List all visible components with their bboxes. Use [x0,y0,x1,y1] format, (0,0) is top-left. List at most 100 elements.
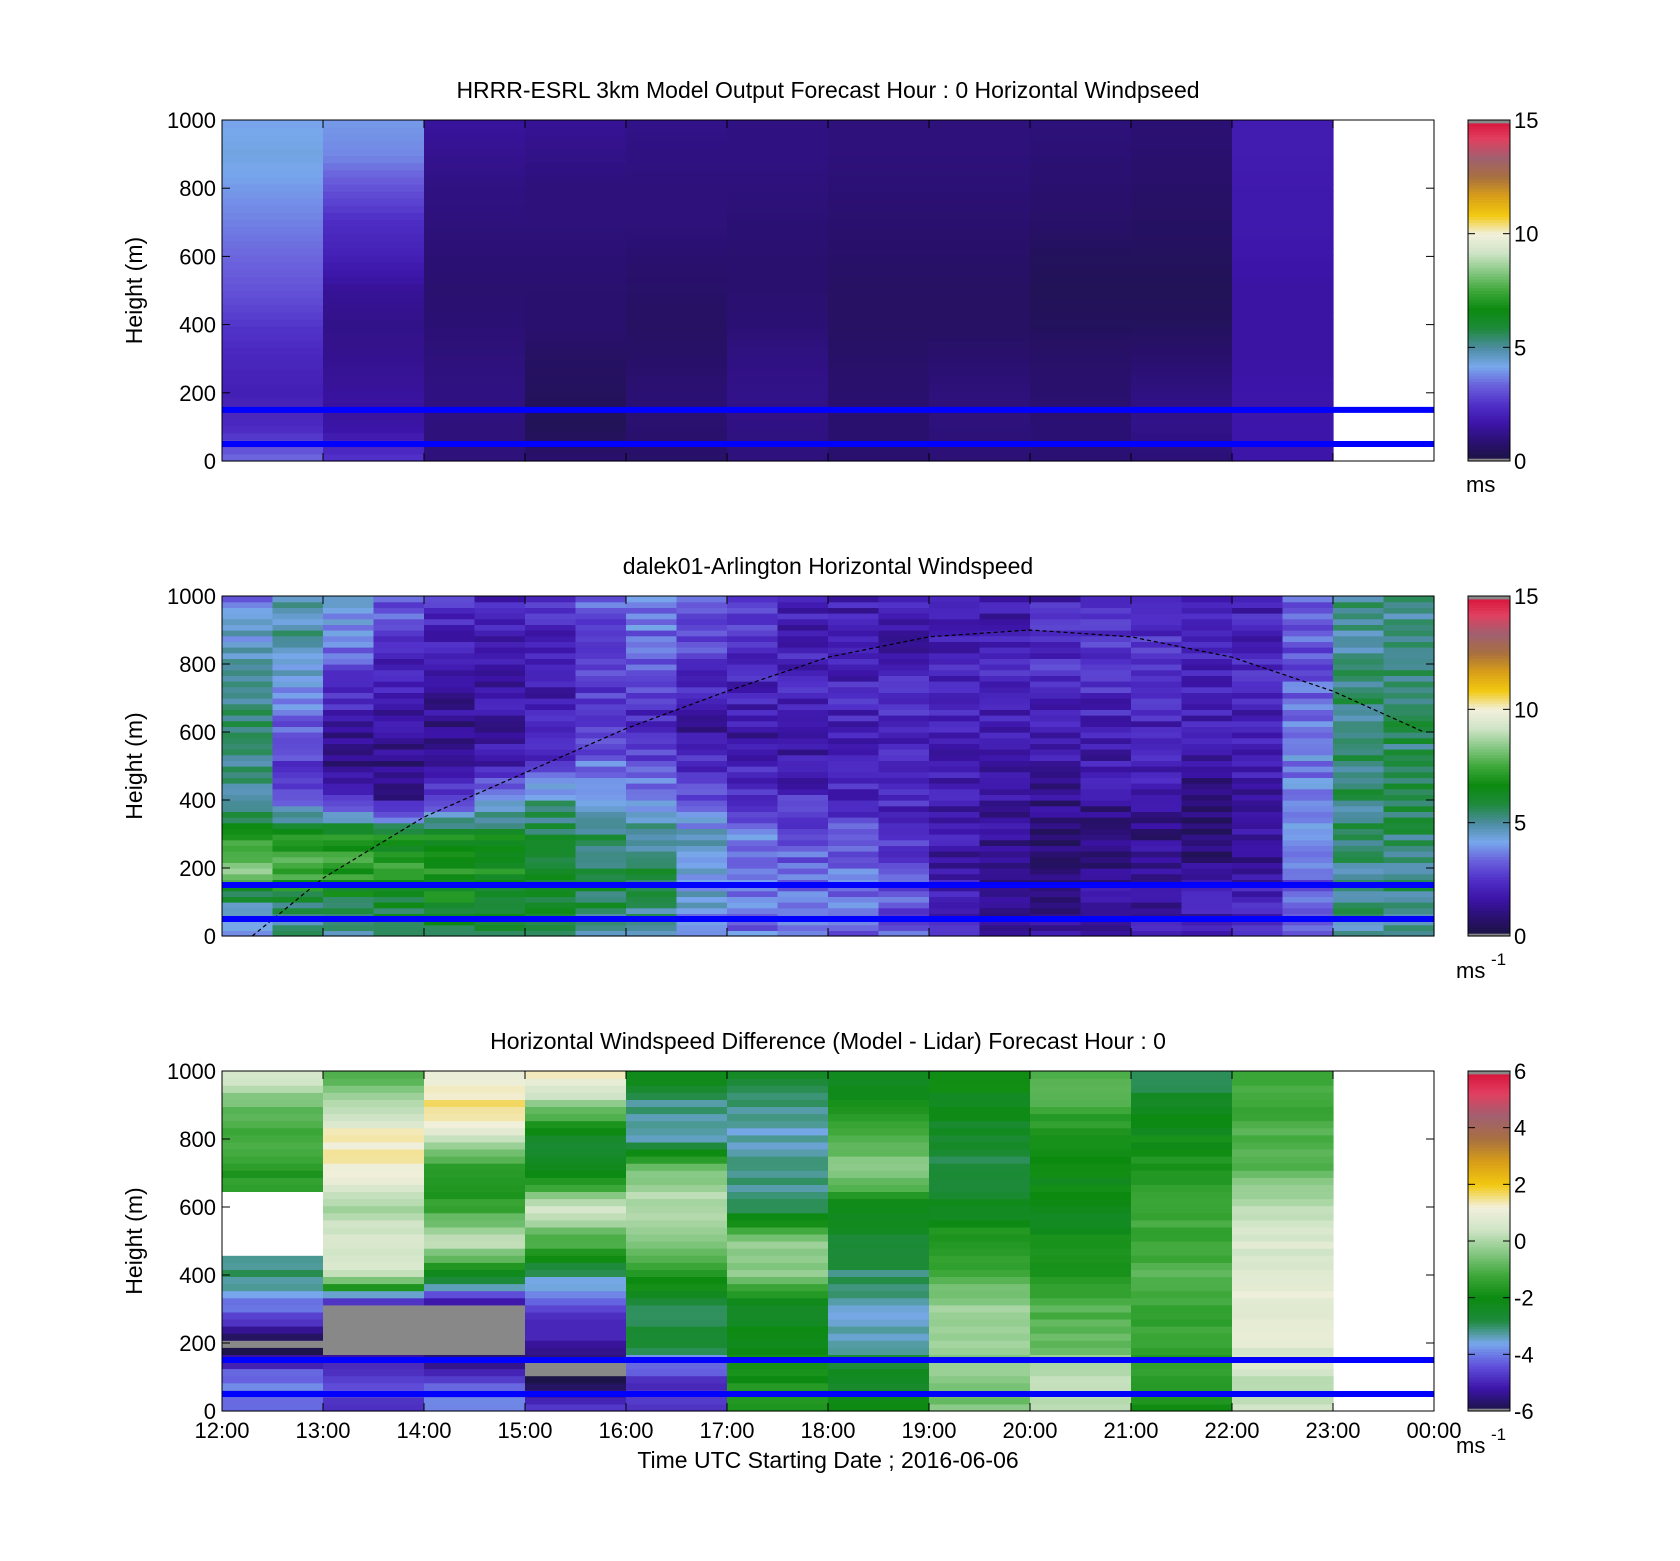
heatmap-cell [828,1361,930,1370]
heatmap-cell [323,766,375,773]
heatmap-cell [1030,669,1082,676]
heatmap-cell [222,794,274,801]
heatmap-cell [1232,1375,1334,1384]
heatmap-cell [828,873,880,880]
heatmap-cell [1282,596,1334,603]
heatmap-cell [1030,828,1082,835]
heatmap-cell [272,862,324,869]
heatmap-cell [979,726,1031,733]
heatmap-cell [878,743,930,750]
heatmap-cell [929,1177,1031,1185]
heatmap-cell [575,692,627,699]
heatmap-cell [272,834,324,841]
heatmap-cell [929,226,1031,235]
colorbar-swatch [1468,120,1510,124]
y-tick-label: 800 [179,652,216,677]
heatmap-cell [323,340,425,348]
heatmap-cell [676,800,728,807]
colorbar-swatch [1468,1297,1510,1302]
colorbar-swatch [1468,250,1510,255]
heatmap-cell [626,183,728,192]
heatmap-cell [222,800,274,807]
heatmap-cell [727,311,829,320]
x-tick-label: 19:00 [901,1418,956,1443]
heatmap-cell [929,1297,1031,1306]
heatmap-cell [323,1148,425,1157]
heatmap-cell [474,596,526,603]
heatmap-cell [525,354,627,363]
heatmap-cell [1131,890,1183,897]
heatmap-cell [727,240,829,249]
heatmap-cell [222,382,324,391]
heatmap-cell [1333,630,1385,637]
heatmap-cell [272,647,324,654]
heatmap-cell [828,1113,930,1122]
heatmap-cell [727,1141,829,1150]
heatmap-cell [323,754,375,761]
heatmap-cell [525,1141,627,1150]
heatmap-cell [777,749,829,756]
heatmap-cell [929,907,981,914]
colorbar-swatch [1468,267,1510,272]
heatmap-cell [727,675,779,682]
heatmap-cell [878,737,930,744]
heatmap-cells [222,120,1334,462]
heatmap-cell [1383,737,1435,744]
heatmap-cell [828,930,880,937]
heatmap-cell [373,641,425,648]
heatmap-cell [1131,1361,1233,1370]
colorbar-swatch [1468,683,1510,688]
heatmap-cell [1383,624,1435,631]
heatmap-cell [424,862,476,869]
colorbar-swatch [1468,1243,1510,1248]
colorbar-swatch [1468,655,1510,659]
heatmap-cell [1232,607,1284,614]
heatmap-cell [222,333,324,341]
heatmap-cell [727,1127,829,1136]
heatmap-cell [323,1347,425,1355]
heatmap-cell [1030,868,1082,875]
heatmap-cell [525,127,627,135]
colorbar-swatch [1468,828,1510,832]
heatmap-cell [1080,732,1132,739]
heatmap-cell [626,896,678,903]
chart-panel-3: Horizontal Windspeed Difference (Model -… [121,1028,1534,1473]
heatmap-cell [272,828,324,835]
heatmap-cell [929,1269,1031,1277]
heatmap-cell [424,709,476,716]
colorbar-units: ms [1466,472,1495,497]
heatmap-cell [525,890,577,897]
heatmap-cell [929,162,1031,171]
heatmap-cell [828,162,930,171]
heatmap-cell [929,212,1031,221]
heatmap-cell [1131,613,1183,620]
heatmap-cell [727,686,779,693]
heatmap-cell [1030,720,1082,727]
heatmap-cell [1181,890,1233,897]
heatmap-cell [373,760,425,767]
heatmap-cell [828,1198,930,1207]
heatmap-cell [727,411,829,419]
heatmap-cell [1131,1326,1233,1334]
heatmap-cell [323,1311,425,1320]
heatmap-cell [222,290,324,299]
heatmap-cell [1383,607,1435,614]
heatmap-cell [878,862,930,869]
heatmap-cell [727,1326,829,1334]
colorbar-swatch [1468,1073,1510,1078]
colorbar-swatch [1468,398,1510,402]
heatmap-cell [474,811,526,818]
heatmap-cell [373,686,425,693]
heatmap-cell [828,418,930,427]
colorbar-swatch [1468,1300,1510,1304]
heatmap-cell [272,924,324,931]
heatmap-cell [525,1347,627,1355]
heatmap-cell [525,675,577,682]
heatmap-cell [1232,1170,1334,1178]
heatmap-cell [828,205,930,213]
heatmap-cell [323,749,375,756]
heatmap-cell [878,675,930,682]
heatmap-cell [1333,794,1385,801]
heatmap-cell [1131,675,1183,682]
heatmap-cell [1232,198,1334,206]
